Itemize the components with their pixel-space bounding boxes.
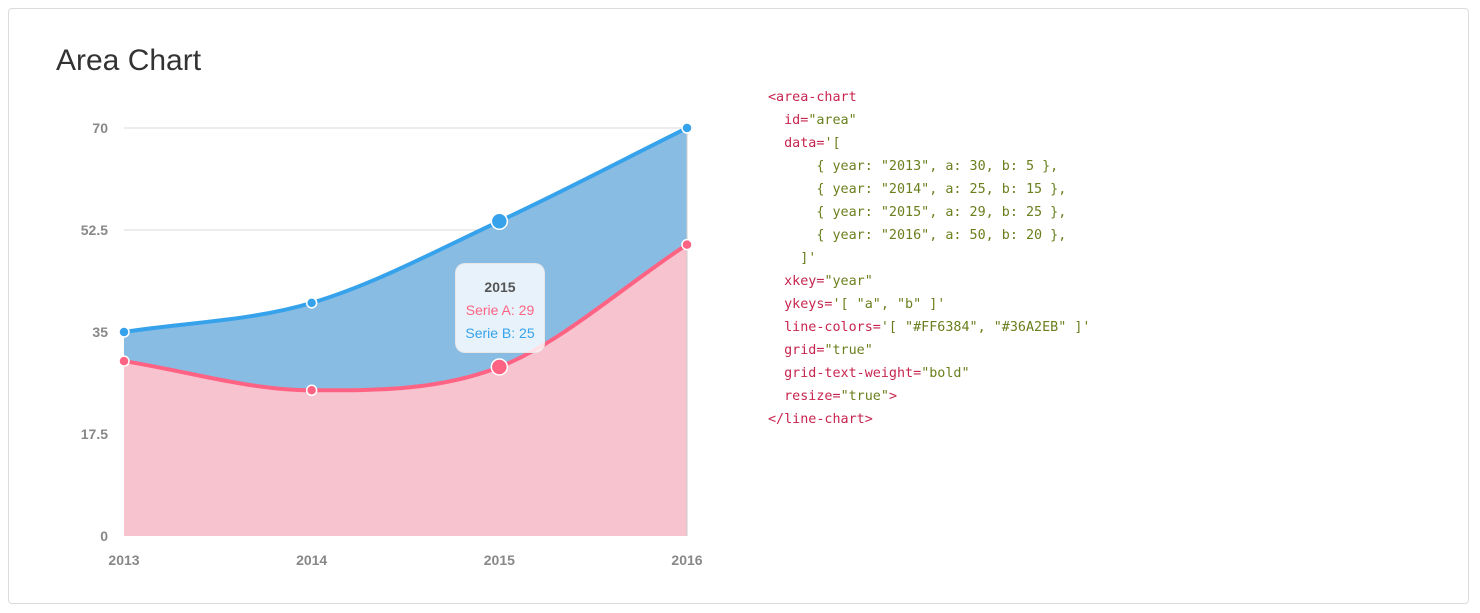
code-line: grid-text-weight="bold" (768, 362, 1090, 385)
x-tick-label: 2013 (108, 552, 139, 568)
code-snippet: <area-chart id="area" data='[ { year: "2… (768, 86, 1090, 431)
code-token: xkey= (768, 274, 825, 289)
code-line: ]' (768, 247, 1090, 270)
code-token: "true" (840, 389, 889, 404)
y-tick-label: 35 (92, 324, 108, 340)
tooltip-row-serie-a: Serie A: 29 (465, 302, 535, 318)
code-line: { year: "2014", a: 25, b: 15 }, (768, 178, 1090, 201)
code-line: <area-chart (768, 86, 1090, 109)
data-point-a[interactable] (305, 384, 318, 397)
series-line-a (123, 242, 689, 393)
code-token: "bold" (921, 366, 970, 381)
code-token: "area" (808, 113, 857, 128)
data-point-b[interactable] (490, 212, 509, 231)
code-line: resize="true"> (768, 385, 1090, 408)
code-line: </line-chart> (768, 408, 1090, 431)
page-title: Area Chart (56, 44, 202, 77)
code-token: <area-chart (768, 90, 857, 105)
area-fill-a (124, 244, 687, 537)
code-line: xkey="year" (768, 270, 1090, 293)
code-line: grid="true" (768, 339, 1090, 362)
code-line: id="area" (768, 109, 1090, 132)
x-tick-label: 2016 (671, 552, 702, 568)
code-line: data='[ (768, 132, 1090, 155)
code-token: > (888, 389, 897, 404)
data-point-b[interactable] (118, 326, 130, 338)
data-point-a[interactable] (490, 358, 509, 376)
code-token: { year: "2016", a: 50, b: 20 }, (768, 228, 1067, 243)
code-token: </line-chart> (768, 412, 873, 427)
code-line: line-colors='[ "#FF6384", "#36A2EB" ]' (768, 316, 1090, 339)
code-line: { year: "2016", a: 50, b: 20 }, (768, 224, 1090, 247)
code-token: ykeys= (768, 297, 833, 312)
series-line-b (123, 126, 688, 334)
code-token: { year: "2013", a: 30, b: 5 }, (768, 159, 1059, 174)
data-point-b[interactable] (305, 297, 318, 309)
x-tick-label: 2015 (484, 552, 515, 568)
code-token: grid= (768, 343, 825, 358)
code-line: { year: "2015", a: 29, b: 25 }, (768, 201, 1090, 224)
code-token: '[ (824, 136, 841, 151)
chart-hover-tooltip: 2015 Serie A: 29 Serie B: 25 (455, 263, 545, 353)
area-chart[interactable]: 0 17.5 35 52.5 70 2013 2014 2015 2016 (0, 0, 760, 613)
code-token: resize= (768, 389, 841, 404)
code-line: ykeys='[ "a", "b" ]' (768, 293, 1090, 316)
code-line: { year: "2013", a: 30, b: 5 }, (768, 155, 1090, 178)
code-token: data= (768, 136, 825, 151)
tooltip-title: 2015 (484, 279, 516, 295)
code-token: { year: "2014", a: 25, b: 15 }, (768, 182, 1067, 197)
code-token: id= (768, 113, 809, 128)
code-token: grid-text-weight= (768, 366, 922, 381)
y-tick-label: 52.5 (81, 222, 108, 238)
code-token: '[ "#FF6384", "#36A2EB" ]' (880, 320, 1091, 335)
data-point-a[interactable] (118, 355, 130, 367)
code-token: { year: "2015", a: 29, b: 25 }, (768, 205, 1067, 220)
code-token: ]' (768, 251, 817, 266)
y-tick-label: 0 (100, 528, 108, 544)
y-tick-label: 70 (92, 120, 108, 136)
code-token: "year" (824, 274, 873, 289)
x-tick-label: 2014 (296, 552, 327, 568)
data-point-a[interactable] (681, 238, 693, 251)
code-token: line-colors= (768, 320, 881, 335)
data-point-b[interactable] (681, 122, 693, 134)
tooltip-row-serie-b: Serie B: 25 (465, 325, 535, 341)
y-tick-label: 17.5 (81, 426, 108, 442)
code-token: '[ "a", "b" ]' (832, 297, 946, 312)
code-token: "true" (824, 343, 873, 358)
